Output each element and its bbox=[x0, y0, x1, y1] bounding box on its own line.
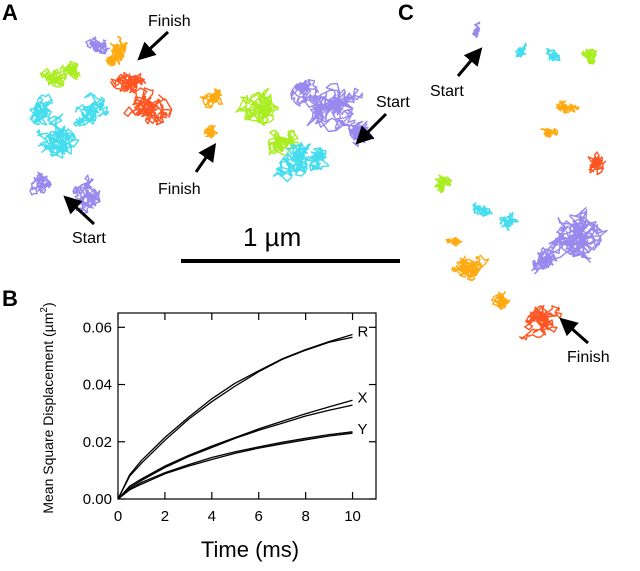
trajectory-plots bbox=[29, 21, 608, 341]
annotation-finish-top: Finish bbox=[148, 13, 191, 30]
panel-letter-c: C bbox=[398, 0, 414, 25]
trajectory-segment bbox=[445, 236, 463, 247]
series-label: Y bbox=[358, 421, 368, 438]
trajectory-segment bbox=[36, 113, 80, 159]
arrow-start-bottom bbox=[63, 195, 96, 226]
series-label: X bbox=[358, 389, 368, 406]
series-lines bbox=[117, 333, 353, 500]
x-tick-label: 8 bbox=[301, 508, 309, 525]
arrow-finish-top bbox=[137, 30, 170, 61]
trajectory-segment bbox=[110, 71, 147, 94]
x-tick-label: 2 bbox=[161, 508, 169, 525]
panel-letter-b: B bbox=[2, 286, 18, 311]
trajectory-segment bbox=[515, 42, 527, 58]
x-tick-label: 4 bbox=[208, 508, 216, 525]
trajectory-segment bbox=[556, 100, 580, 114]
series-line bbox=[117, 399, 353, 500]
trajectory-segment bbox=[267, 129, 299, 157]
series-labels: R XY bbox=[358, 323, 369, 437]
y-axis-ticks: 0.00 0.02 0.04 0.06 bbox=[83, 319, 376, 508]
trajectory-segment bbox=[451, 254, 490, 282]
trajectory-segment bbox=[519, 304, 563, 341]
trajectory-segment bbox=[531, 246, 558, 275]
trajectory-segment bbox=[545, 47, 561, 62]
trajectory-segment bbox=[491, 291, 511, 311]
plot-frame bbox=[117, 312, 377, 500]
trajectory-segment bbox=[29, 93, 53, 126]
series-line bbox=[117, 431, 353, 500]
panel-letter-a: A bbox=[2, 0, 18, 25]
trajectory-segment bbox=[499, 211, 519, 231]
trajectory-segment bbox=[105, 53, 118, 67]
scale-bar-label: 1 µm bbox=[243, 222, 301, 252]
annotation-start-right: Start bbox=[376, 94, 410, 111]
trajectory-segment bbox=[203, 124, 219, 139]
trajectory-segment bbox=[73, 92, 109, 127]
trajectory-segment bbox=[434, 174, 453, 194]
trajectory-segment bbox=[471, 21, 481, 38]
y-tick-label: 0.04 bbox=[83, 377, 112, 394]
y-axis-label: Mean Square Displacement (µm2) bbox=[39, 302, 56, 513]
trajectory-segment bbox=[339, 112, 375, 148]
series-line bbox=[117, 432, 353, 500]
trajectory-segment bbox=[581, 48, 598, 65]
trajectory-segment bbox=[29, 171, 52, 196]
trajectory-segment bbox=[472, 202, 493, 218]
trajectory-segment bbox=[199, 88, 224, 109]
arrow-start-c bbox=[456, 47, 483, 77]
annotation-finish-c: Finish bbox=[567, 349, 610, 366]
x-axis-ticks: 0 2 4 6 8 10 bbox=[114, 313, 361, 525]
annotation-finish-middle: Finish bbox=[158, 181, 201, 198]
trajectory-segment bbox=[85, 36, 111, 55]
arrow-start-right bbox=[355, 112, 388, 145]
series-line bbox=[117, 404, 353, 500]
y-tick-label: 0.00 bbox=[83, 491, 112, 508]
arrow-finish-middle bbox=[194, 143, 217, 173]
trajectory-segment bbox=[540, 127, 559, 138]
y-tick-label: 0.06 bbox=[83, 319, 112, 336]
x-tick-label: 0 bbox=[114, 508, 122, 525]
arrow-finish-c bbox=[559, 317, 589, 345]
trajectory-segment bbox=[272, 141, 312, 183]
trajectory-segment bbox=[290, 78, 320, 107]
trajectory-segment bbox=[123, 87, 173, 126]
trajectory-segment bbox=[39, 64, 67, 88]
annotation-start-c: Start bbox=[430, 83, 464, 100]
trajectory-segment bbox=[587, 151, 607, 176]
trajectory-segment bbox=[235, 87, 279, 127]
annotation-start-bottom: Start bbox=[72, 230, 106, 247]
trajectory-segment bbox=[303, 82, 364, 133]
msd-chart: 0.00 0.02 0.04 0.06 0 2 4 6 8 10 R XY Mean Square… bbox=[39, 302, 377, 562]
trajectory-segment bbox=[546, 207, 608, 263]
x-axis-label: Time (ms) bbox=[201, 537, 299, 562]
series-line bbox=[117, 336, 353, 500]
y-tick-label: 0.02 bbox=[83, 434, 112, 451]
x-tick-label: 10 bbox=[344, 508, 361, 525]
trajectory-segment bbox=[309, 146, 330, 172]
trajectory-segment bbox=[62, 60, 81, 81]
x-tick-label: 6 bbox=[255, 508, 263, 525]
series-label: R bbox=[358, 323, 369, 340]
trajectory-segment bbox=[72, 174, 101, 214]
